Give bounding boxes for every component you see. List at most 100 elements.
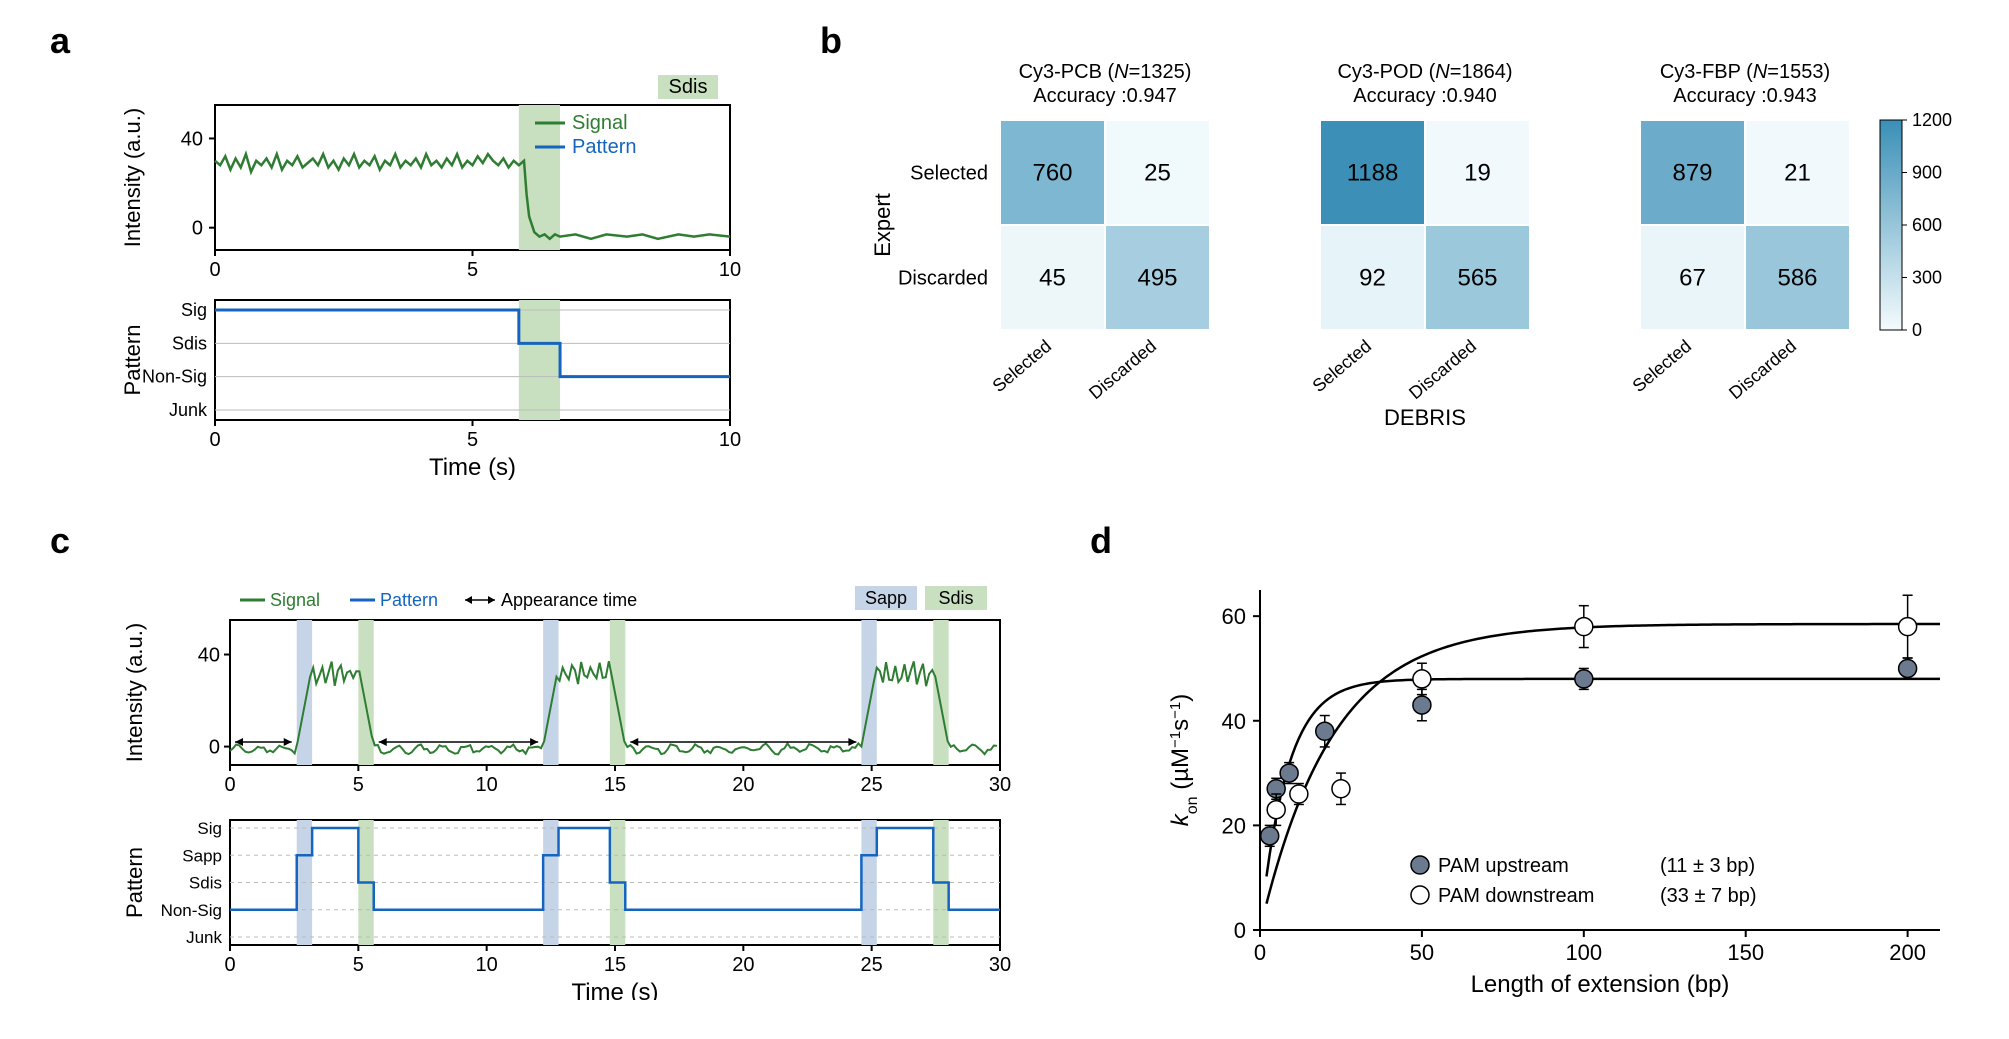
svg-text:25: 25 [861,774,883,796]
svg-text:760: 760 [1032,160,1072,187]
panel-b-svg: Cy3-PCB (N=1325)Accuracy :0.947 760 25 45 49… [870,50,1970,480]
svg-text:150: 150 [1727,940,1764,965]
panel-label-b: b [820,20,842,62]
svg-text:30: 30 [989,954,1011,976]
svg-text:Sdis: Sdis [172,333,207,353]
svg-text:0: 0 [209,259,220,281]
svg-text:20: 20 [1222,813,1246,838]
svg-text:67: 67 [1679,265,1706,292]
svg-text:Junk: Junk [186,928,222,947]
svg-text:Junk: Junk [169,400,208,420]
svg-text:Discarded: Discarded [1405,336,1480,403]
svg-text:19: 19 [1464,160,1491,187]
svg-text:5: 5 [467,259,478,281]
svg-text:40: 40 [181,128,203,150]
svg-text:Non-Sig: Non-Sig [161,901,222,920]
svg-text:495: 495 [1137,265,1177,292]
panel-label-d: d [1090,520,1112,562]
svg-text:Sdis: Sdis [669,76,708,98]
svg-text:25: 25 [861,954,883,976]
svg-text:565: 565 [1457,265,1497,292]
svg-text:Selected: Selected [989,336,1056,396]
svg-text:0: 0 [224,774,235,796]
svg-text:21: 21 [1784,160,1811,187]
svg-text:0: 0 [1234,918,1246,943]
svg-text:900: 900 [1912,163,1942,183]
svg-text:Non-Sig: Non-Sig [142,367,207,387]
svg-text:Selected: Selected [1629,336,1696,396]
svg-text:Expert: Expert [870,193,895,257]
svg-text:Pattern: Pattern [120,325,145,396]
svg-text:0: 0 [209,737,220,759]
svg-text:300: 300 [1912,268,1942,288]
svg-text:30: 30 [989,774,1011,796]
panel-d: 0501001502000204060Length of extension (… [1150,560,1970,1000]
panel-d-svg: 0501001502000204060Length of extension (… [1150,560,1970,1000]
svg-text:Discarded: Discarded [1725,336,1800,403]
svg-text:Pattern: Pattern [122,847,147,918]
panel-a-svg: Sdis0400510SignalPatternIntensity (a.u.)… [100,60,760,490]
svg-text:5: 5 [353,954,364,976]
svg-text:Selected: Selected [1309,336,1376,396]
svg-text:25: 25 [1144,160,1171,187]
svg-text:Sapp: Sapp [182,846,222,865]
panel-c-svg: 040051015202530Intensity (a.u.)SignalPat… [100,560,1030,1000]
panel-c: 040051015202530Intensity (a.u.)SignalPat… [100,560,1030,1000]
svg-text:Length of extension (bp): Length of extension (bp) [1471,971,1730,998]
svg-text:10: 10 [476,954,498,976]
svg-text:40: 40 [1222,709,1246,734]
svg-text:Cy3-PCB (N=1325): Cy3-PCB (N=1325) [1019,61,1192,83]
svg-text:20: 20 [732,954,754,976]
svg-text:10: 10 [476,774,498,796]
svg-text:Sig: Sig [197,819,222,838]
svg-text:1188: 1188 [1347,160,1399,187]
svg-text:Sapp: Sapp [865,588,907,608]
svg-text:Accuracy :0.947: Accuracy :0.947 [1033,85,1176,107]
svg-text:20: 20 [732,774,754,796]
svg-text:45: 45 [1039,265,1066,292]
svg-text:1200: 1200 [1912,110,1952,130]
panel-a: Sdis0400510SignalPatternIntensity (a.u.)… [100,60,760,490]
svg-text:60: 60 [1222,604,1246,629]
svg-text:PAM upstream: PAM upstream [1438,855,1569,877]
svg-text:0: 0 [209,429,220,451]
svg-text:92: 92 [1359,265,1386,292]
svg-text:Cy3-FBP (N=1553): Cy3-FBP (N=1553) [1660,61,1830,83]
svg-text:5: 5 [467,429,478,451]
svg-text:Accuracy :0.943: Accuracy :0.943 [1673,85,1816,107]
svg-text:879: 879 [1672,160,1712,187]
svg-text:(33 ± 7 bp): (33 ± 7 bp) [1660,885,1757,907]
svg-text:600: 600 [1912,215,1942,235]
svg-text:0: 0 [1912,320,1922,340]
svg-text:Pattern: Pattern [572,136,636,158]
svg-text:(11 ± 3 bp): (11 ± 3 bp) [1660,855,1755,877]
svg-text:Time (s): Time (s) [571,979,658,1000]
svg-text:0: 0 [1254,940,1266,965]
panel-b: Cy3-PCB (N=1325)Accuracy :0.947 760 25 45 49… [870,50,1970,480]
svg-text:Sdis: Sdis [189,874,222,893]
svg-text:200: 200 [1889,940,1926,965]
svg-text:Pattern: Pattern [380,590,438,610]
svg-text:15: 15 [604,774,626,796]
svg-text:Selected: Selected [910,163,988,185]
panel-label-c: c [50,520,70,562]
svg-text:Accuracy :0.940: Accuracy :0.940 [1353,85,1496,107]
svg-text:kon (µM−1s−1): kon (µM−1s−1) [1167,694,1201,827]
panel-label-a: a [50,20,70,62]
svg-text:Cy3-POD (N=1864): Cy3-POD (N=1864) [1337,61,1512,83]
svg-text:Signal: Signal [572,112,628,134]
svg-text:Discarded: Discarded [1085,336,1160,403]
svg-text:Intensity (a.u.): Intensity (a.u.) [120,108,145,247]
svg-text:15: 15 [604,954,626,976]
svg-text:DEBRIS: DEBRIS [1384,405,1466,430]
svg-text:10: 10 [719,259,741,281]
svg-text:586: 586 [1777,265,1817,292]
svg-text:Signal: Signal [270,590,320,610]
svg-text:Discarded: Discarded [898,268,988,290]
svg-text:Sig: Sig [181,300,207,320]
svg-text:10: 10 [719,429,741,451]
svg-text:Time (s): Time (s) [429,454,516,481]
svg-text:5: 5 [353,774,364,796]
svg-text:0: 0 [192,218,203,240]
svg-text:Sdis: Sdis [938,588,973,608]
